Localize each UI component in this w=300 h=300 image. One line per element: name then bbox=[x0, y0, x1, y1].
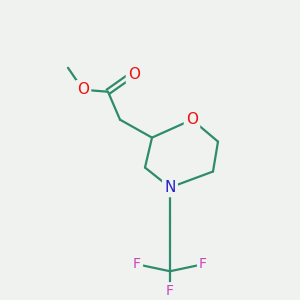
Text: O: O bbox=[77, 82, 89, 97]
Text: F: F bbox=[199, 257, 207, 271]
Text: O: O bbox=[186, 112, 198, 127]
Text: O: O bbox=[128, 67, 140, 82]
Text: F: F bbox=[166, 284, 174, 298]
Text: F: F bbox=[133, 257, 141, 271]
Text: N: N bbox=[164, 180, 176, 195]
